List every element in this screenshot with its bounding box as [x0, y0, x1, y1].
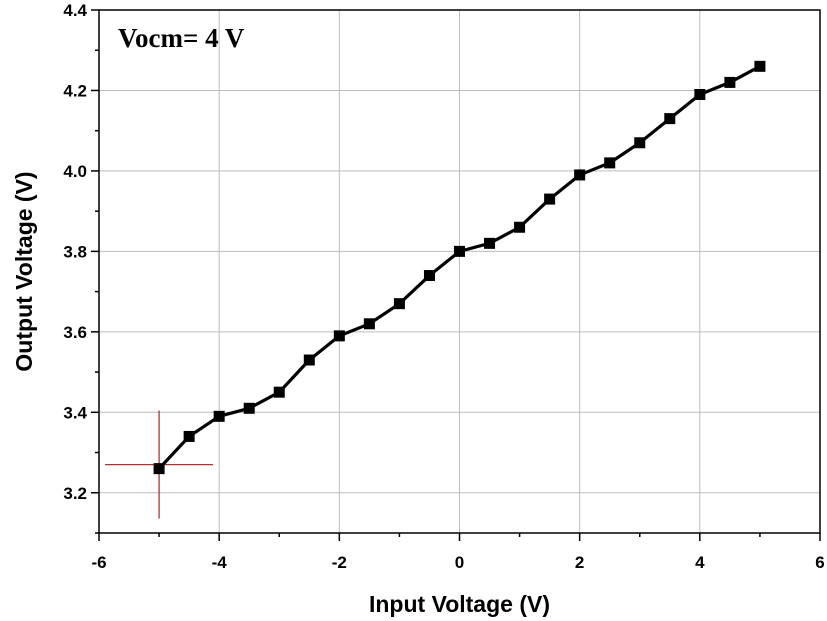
vocm-annotation: Vocm= 4 V [118, 23, 245, 53]
y-axis-title: Output Voltage (V) [11, 171, 37, 371]
data-point-marker [514, 221, 526, 233]
data-point-marker [333, 330, 345, 342]
y-tick-label: 3.2 [63, 484, 87, 503]
x-tick-label: 0 [455, 553, 464, 572]
data-point-marker [243, 402, 255, 414]
data-point-marker [664, 113, 676, 125]
y-tick-labels: 3.2 3.4 3.6 3.8 4.0 4.2 4.4 [63, 1, 87, 503]
data-point-marker [484, 237, 496, 249]
y-tick-label: 4.4 [63, 1, 87, 20]
data-point-marker [604, 157, 616, 169]
x-tick-label: -6 [91, 553, 106, 572]
data-point-marker [754, 60, 766, 72]
x-tick-label: 2 [575, 553, 584, 572]
x-axis-title: Input Voltage (V) [369, 591, 550, 617]
y-tick-label: 3.8 [63, 242, 87, 261]
data-point-marker [183, 430, 195, 442]
data-point-marker [393, 298, 405, 310]
data-point-marker [213, 410, 225, 422]
y-tick-label: 4.2 [63, 81, 87, 100]
x-tick-label: 4 [695, 553, 705, 572]
data-point-marker [544, 193, 556, 205]
data-series [153, 60, 766, 475]
data-point-marker [153, 463, 165, 475]
data-point-marker [634, 137, 646, 149]
plot-frame [98, 9, 821, 534]
data-point-marker [273, 386, 285, 398]
y-tick-label: 3.6 [63, 323, 87, 342]
data-point-marker [423, 270, 435, 282]
data-point-marker [694, 88, 706, 100]
x-tick-label: -2 [332, 553, 347, 572]
data-point-marker [574, 169, 586, 181]
x-tick-labels: -6 -4 -2 0 2 4 6 [91, 553, 824, 572]
y-tick-label: 3.4 [63, 403, 87, 422]
y-tick-label: 4.0 [63, 162, 87, 181]
data-point-marker [363, 318, 375, 330]
data-point-marker [724, 76, 736, 88]
x-tick-label: 6 [815, 553, 824, 572]
data-point-marker [303, 354, 315, 366]
x-tick-label: -4 [212, 553, 228, 572]
data-point-marker [454, 245, 465, 257]
